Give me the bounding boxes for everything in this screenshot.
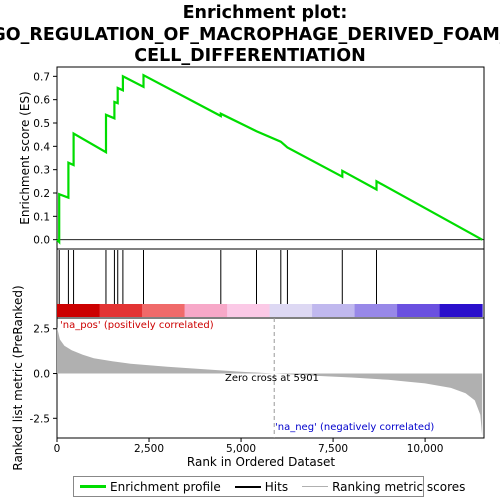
legend-es-swatch xyxy=(80,485,106,488)
legend-item-hits: Hits xyxy=(234,479,289,494)
metric-tick-label: 0.0 xyxy=(33,369,50,381)
es-panel: 0.0 0.1 0.2 0.3 0.4 0.5 0.6 0.7 xyxy=(33,66,485,250)
positive-label: 'na_pos' (positively correlated) xyxy=(60,320,214,331)
es-tick-label: 0.1 xyxy=(33,211,50,223)
x-tick-label: 0 xyxy=(54,443,61,455)
legend-hits-swatch xyxy=(234,485,261,488)
negative-label: 'na_neg' (negatively correlated) xyxy=(275,422,434,433)
es-tick-label: 0.3 xyxy=(33,165,50,177)
legend-metric-label: Ranking metric scores xyxy=(332,479,466,494)
es-tick-label: 0.2 xyxy=(33,188,50,200)
es-frame xyxy=(56,66,485,250)
es-tick-label: 0.6 xyxy=(33,95,50,107)
heat-segment xyxy=(439,304,483,317)
heat-segment xyxy=(99,304,143,317)
heat-segment xyxy=(397,304,441,317)
es-tick-label: 0.0 xyxy=(33,235,50,247)
x-tick-label: 10,000 xyxy=(407,443,444,455)
y-axis-label-es: Enrichment score (ES) xyxy=(18,91,32,224)
legend-es-label: Enrichment profile xyxy=(110,479,221,494)
heat-segment xyxy=(354,304,398,317)
title-line-2: GO_REGULATION_OF_MACROPHAGE_DERIVED_FOAM… xyxy=(0,25,500,45)
heat-segment xyxy=(269,304,313,317)
title-line-1: Enrichment plot: xyxy=(183,3,348,23)
heat-segment xyxy=(227,304,271,317)
heat-segment xyxy=(184,304,228,317)
x-tick-label: 2,500 xyxy=(134,443,164,455)
legend-metric-swatch xyxy=(302,486,329,487)
legend-item-es: Enrichment profile xyxy=(80,480,221,494)
x-tick-label: 7,500 xyxy=(318,443,348,455)
y-axis-label-metric: Ranked list metric (PreRanked) xyxy=(11,285,25,470)
metric-panel: 2.5 0.0 -2.5 0 2,500 5,000 7,500 10,000 'na_pos'… xyxy=(30,317,485,455)
metric-tick-label: 2.5 xyxy=(33,324,50,336)
es-tick-label: 0.4 xyxy=(33,141,50,153)
hits-panel xyxy=(56,248,485,319)
es-tick-label: 0.5 xyxy=(33,118,50,130)
legend-hits-label: Hits xyxy=(264,479,289,494)
x-tick-label: 5,000 xyxy=(226,443,256,455)
legend: Enrichment profile Hits Ranking metric s… xyxy=(73,476,465,497)
metric-tick-label: -2.5 xyxy=(30,413,51,425)
x-axis-label: Rank in Ordered Dataset xyxy=(187,455,335,469)
heat-segment xyxy=(312,304,356,317)
legend-item-metric: Ranking metric scores xyxy=(302,480,465,494)
heat-segment xyxy=(57,304,101,317)
es-tick-label: 0.7 xyxy=(33,71,50,83)
heat-segment xyxy=(142,304,186,317)
zero-cross-label: Zero cross at 5901 xyxy=(225,373,319,384)
title-line-3: CELL_DIFFERENTIATION xyxy=(134,46,365,66)
es-curve xyxy=(56,73,483,245)
